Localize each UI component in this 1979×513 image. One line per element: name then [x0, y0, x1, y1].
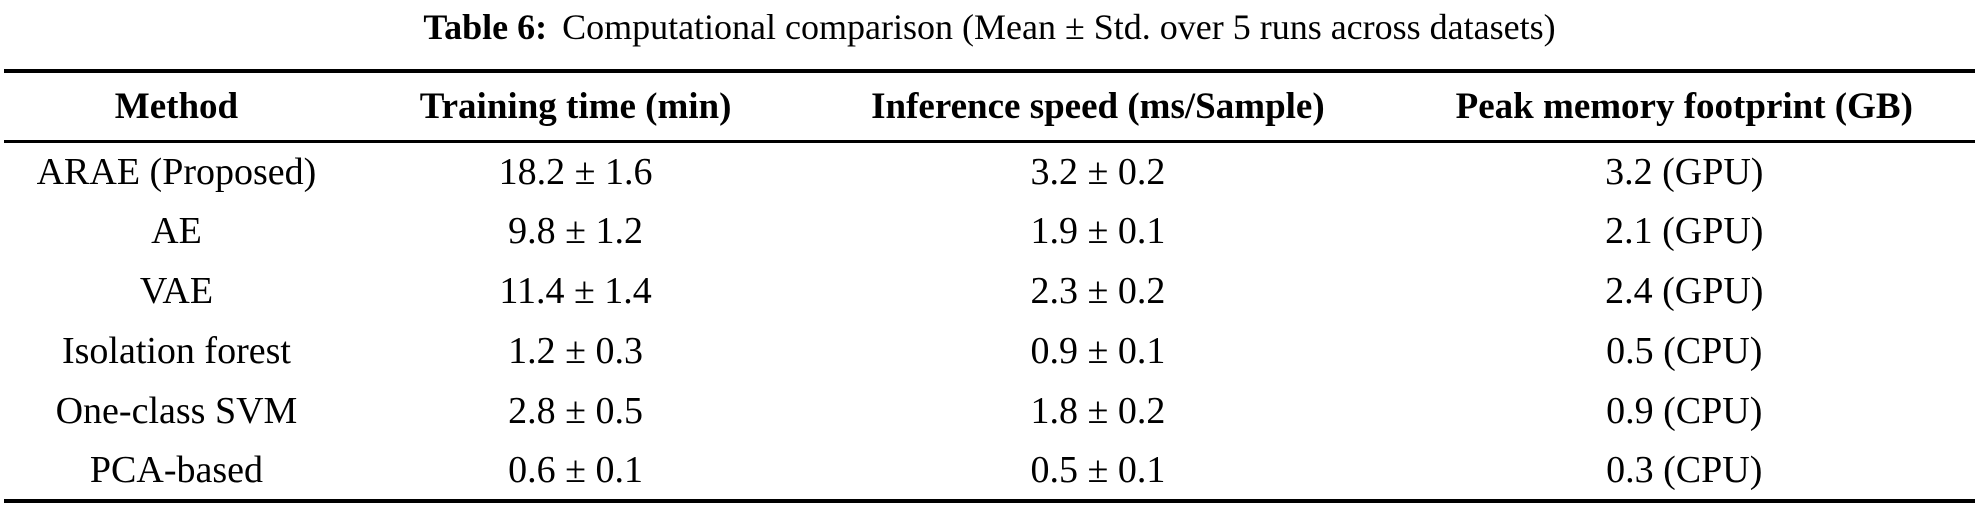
- cell-peak-memory: 0.5 (CPU): [1606, 330, 1763, 372]
- cell-method: VAE: [139, 270, 214, 312]
- cell-training-time: 0.6 ± 0.1: [508, 449, 644, 491]
- table-caption: Table 6: Computational comparison (Mean ±…: [0, 4, 1979, 50]
- cell-inference-speed: 1.9 ± 0.1: [1030, 210, 1166, 252]
- cell-peak-memory: 3.2 (GPU): [1605, 150, 1764, 193]
- column-header-method: Method: [4, 71, 349, 143]
- cell-method: ARAE (Proposed): [36, 150, 317, 193]
- cell-method: PCA-based: [89, 449, 264, 491]
- cell-inference-speed: 0.9 ± 0.1: [1030, 330, 1166, 372]
- cell-training-time: 1.2 ± 0.3: [508, 330, 644, 372]
- cell-training-time: 2.8 ± 0.5: [508, 390, 644, 432]
- cell-inference-speed: 2.3 ± 0.2: [1030, 270, 1166, 312]
- table-row-vae: VAE 11.4 ± 1.4 2.3 ± 0.2 2.4 (GPU): [4, 261, 1975, 321]
- cell-peak-memory: 0.3 (CPU): [1606, 449, 1763, 491]
- cell-inference-speed: 3.2 ± 0.2: [1030, 150, 1166, 193]
- column-header-training-time: Training time (min): [348, 71, 803, 143]
- table-row-one-class-svm: One-class SVM 2.8 ± 0.5 1.8 ± 0.2 0.9 (C…: [4, 381, 1975, 441]
- cell-method: AE: [151, 210, 202, 252]
- cell-peak-memory: 2.1 (GPU): [1605, 210, 1764, 252]
- table-caption-label: Table 6:: [423, 7, 548, 47]
- cell-method: Isolation forest: [61, 330, 291, 372]
- table-caption-text: Computational comparison (Mean ± Std. ov…: [562, 7, 1556, 47]
- table-row-pca-based: PCA-based 0.6 ± 0.1 0.5 ± 0.1 0.3 (CPU): [4, 441, 1975, 501]
- cell-training-time: 18.2 ± 1.6: [498, 150, 653, 193]
- cell-method: One-class SVM: [55, 390, 298, 432]
- cell-inference-speed: 0.5 ± 0.1: [1030, 449, 1166, 491]
- cell-training-time: 9.8 ± 1.2: [508, 210, 644, 252]
- cell-inference-speed: 1.8 ± 0.2: [1030, 390, 1166, 432]
- column-header-peak-memory: Peak memory footprint (GB): [1393, 71, 1975, 143]
- cell-peak-memory: 2.4 (GPU): [1605, 270, 1764, 312]
- header-row: Method Training time (min) Inference spe…: [4, 71, 1975, 143]
- cell-training-time: 11.4 ± 1.4: [499, 270, 652, 312]
- computational-comparison-table: Method Training time (min) Inference spe…: [4, 69, 1975, 503]
- column-header-inference-speed: Inference speed (ms/Sample): [802, 71, 1394, 143]
- table-row-ae: AE 9.8 ± 1.2 1.9 ± 0.1 2.1 (GPU): [4, 201, 1975, 261]
- table-row-isolation-forest: Isolation forest 1.2 ± 0.3 0.9 ± 0.1 0.5…: [4, 321, 1975, 381]
- table-row-arae: ARAE (Proposed) 18.2 ± 1.6 3.2 ± 0.2 3.2…: [4, 141, 1975, 201]
- cell-peak-memory: 0.9 (CPU): [1606, 390, 1763, 432]
